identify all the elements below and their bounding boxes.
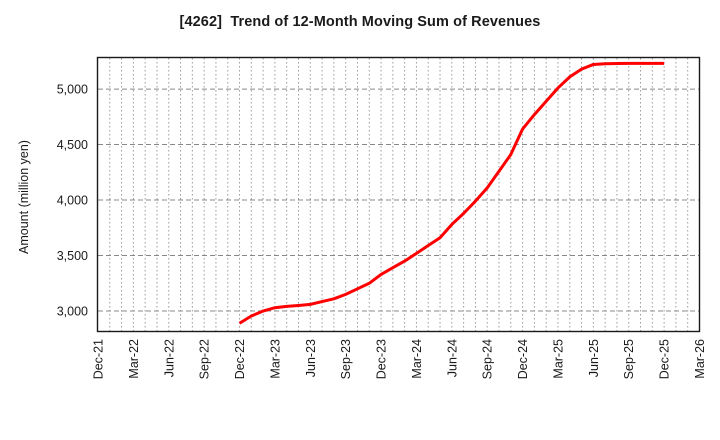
- x-tick-label: Dec-22: [233, 339, 247, 379]
- y-tick-label: 4,500: [57, 138, 88, 152]
- minor-gridlines-x: [109, 58, 689, 331]
- y-tick-label: 3,000: [57, 305, 88, 319]
- y-tick-label: 3,500: [57, 249, 88, 263]
- x-tick-label: Sep-23: [339, 339, 353, 379]
- y-tick-label: 5,000: [57, 83, 88, 97]
- x-tick-label: Jun-23: [304, 339, 318, 377]
- x-tick-label: Dec-21: [92, 339, 106, 379]
- major-gridlines-y: [98, 88, 700, 312]
- x-tick-label: Sep-22: [198, 339, 212, 379]
- chart-title: [4262] Trend of 12-Month Moving Sum of R…: [179, 14, 541, 30]
- x-tick-label: Jun-24: [445, 339, 459, 377]
- x-tick-label: Jun-25: [587, 339, 601, 377]
- y-tick-label: 4,000: [57, 194, 88, 208]
- x-tick-label: Mar-26: [693, 339, 707, 379]
- x-tick-label: Mar-22: [127, 339, 141, 379]
- x-tick-label: Dec-24: [516, 339, 530, 379]
- x-tick-labels: Dec-21 Mar-22 Jun-22 Sep-22 Dec-22 Mar-23 Jun-…: [92, 339, 708, 379]
- x-tick-label: Jun-22: [162, 339, 176, 377]
- x-tick-label: Sep-24: [481, 339, 495, 379]
- x-tick-label: Dec-23: [375, 339, 389, 379]
- plot-frame: [96, 56, 701, 333]
- x-tick-label: Mar-24: [410, 339, 424, 379]
- y-tick-labels: 3,000 3,500 4,000 4,500 5,000: [57, 83, 88, 319]
- x-tick-label: Mar-25: [551, 339, 565, 379]
- data-series-group: [238, 61, 665, 325]
- x-tick-label: Dec-25: [658, 339, 672, 379]
- x-tick-label: Mar-23: [268, 339, 282, 379]
- series-line: [238, 61, 665, 325]
- x-tick-label: Sep-25: [622, 339, 636, 379]
